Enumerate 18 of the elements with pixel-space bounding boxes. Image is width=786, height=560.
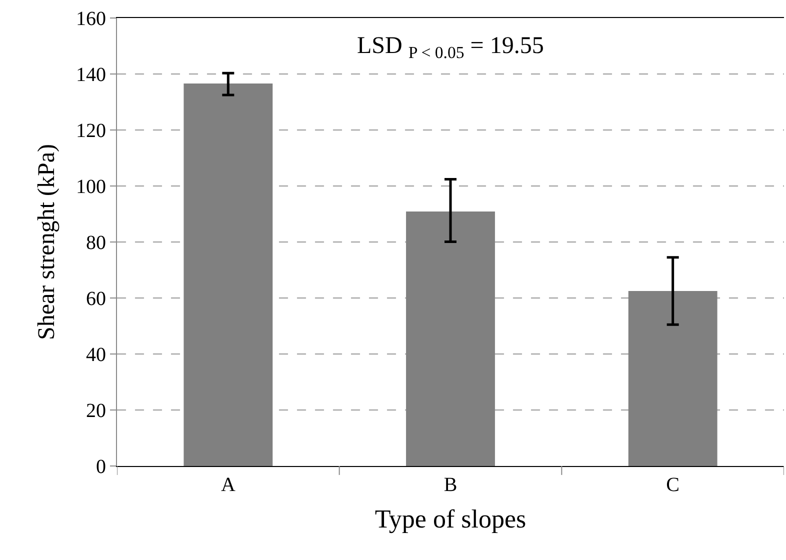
y-tick-label: 120 [76, 120, 106, 142]
bar [184, 84, 273, 466]
y-tick-label: 80 [86, 232, 106, 254]
y-axis-title: Shear strenght (kPa) [34, 144, 60, 340]
y-tick-label: 140 [76, 64, 106, 86]
bar [628, 291, 718, 466]
x-tick-label: A [220, 474, 236, 496]
y-tick-label: 160 [76, 8, 106, 30]
y-tick-label: 100 [76, 176, 106, 198]
y-tick-label: 60 [86, 288, 106, 310]
y-tick-label: 0 [96, 456, 106, 478]
x-axis-title: Type of slopes [374, 504, 526, 534]
x-tick-label: C [666, 474, 680, 496]
annotation: LSD $_{P < 0.05}$ = 19.55 [357, 33, 544, 62]
x-tick-label: B [444, 474, 458, 496]
y-tick-label: 40 [86, 344, 106, 366]
bar [406, 211, 495, 466]
y-tick-label: 20 [86, 400, 106, 422]
